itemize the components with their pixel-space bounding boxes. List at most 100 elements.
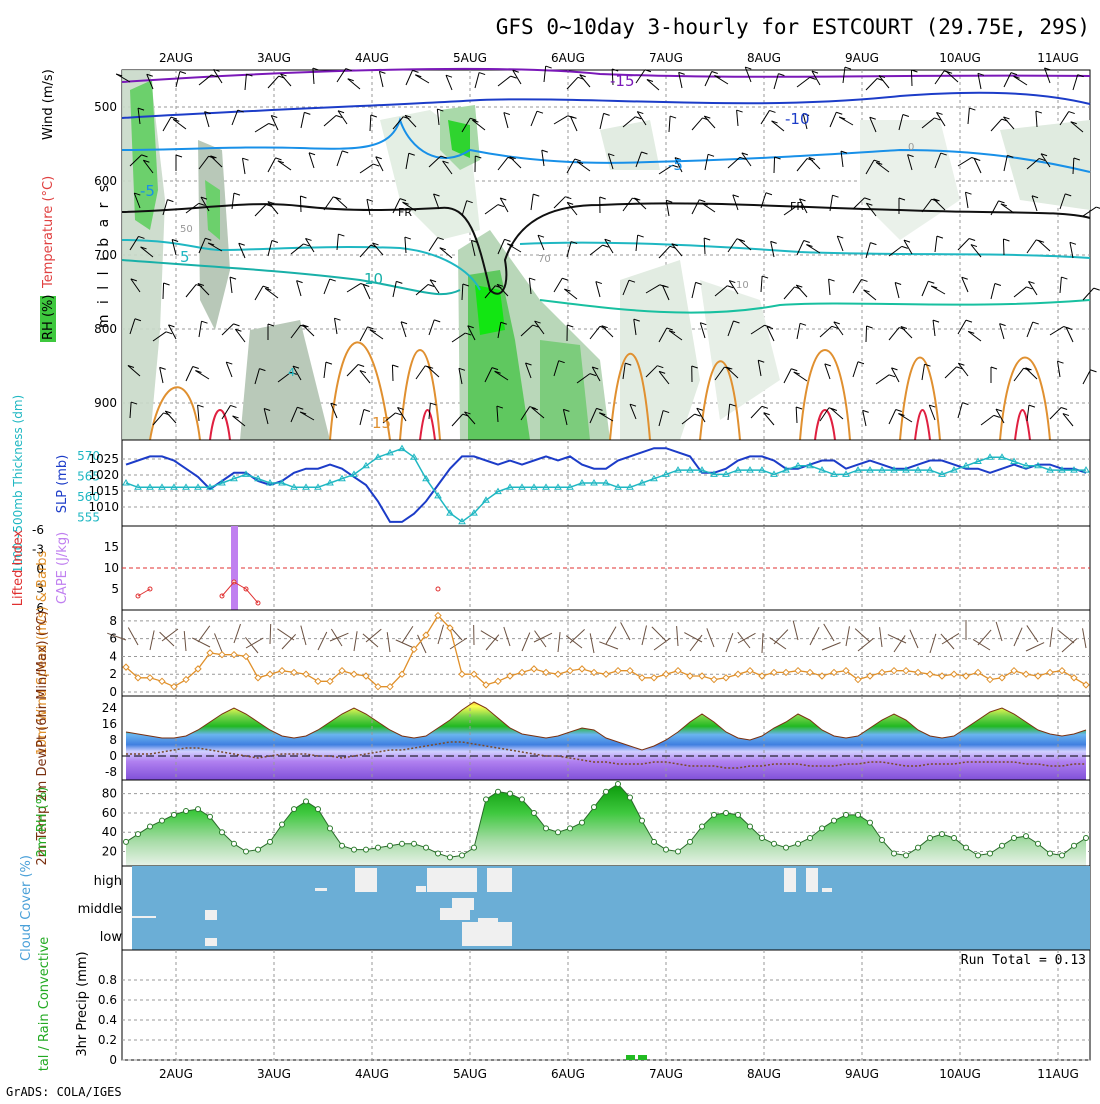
rh-marker bbox=[544, 826, 549, 831]
rh-marker bbox=[820, 826, 825, 831]
temp-y-tick: 24 bbox=[102, 701, 117, 715]
temp-y-tick: -8 bbox=[105, 765, 117, 779]
lifted-index-ylabel: Lifted Index bbox=[11, 529, 26, 606]
rh-marker bbox=[628, 795, 633, 800]
top-date-label: 11AUG bbox=[1037, 51, 1079, 65]
temp-y-tick: 0 bbox=[109, 749, 117, 763]
slp-y-tick: 1010 bbox=[88, 500, 119, 514]
top-date-label: 2AUG bbox=[159, 51, 193, 65]
bottom-date-label: 3AUG bbox=[257, 1067, 291, 1081]
rh-marker bbox=[388, 843, 393, 848]
rh-marker bbox=[496, 789, 501, 794]
top-date-label: 4AUG bbox=[355, 51, 389, 65]
rh-marker bbox=[736, 812, 741, 817]
rh-marker bbox=[700, 824, 705, 829]
rh-marker bbox=[880, 837, 885, 842]
rh-marker bbox=[184, 809, 189, 814]
rh-marker bbox=[772, 841, 777, 846]
ylabel-temperature: Temperature (°C) bbox=[41, 176, 56, 289]
rh-marker bbox=[148, 824, 153, 829]
cloud-background bbox=[132, 866, 1090, 950]
rh-marker bbox=[412, 841, 417, 846]
precip-y-tick: 0.2 bbox=[98, 1033, 117, 1047]
contour-label-minus5-left: -5 bbox=[140, 182, 155, 200]
top-date-label: 9AUG bbox=[845, 51, 879, 65]
cape-y-tick: 5 bbox=[111, 582, 119, 596]
upper-air-panel: -15 -10 -5 -5 FR FR 5 10 15 4 0 50 70 10… bbox=[40, 66, 1100, 440]
rh-marker bbox=[352, 847, 357, 852]
upper-air-y-tick: 900 bbox=[94, 396, 117, 410]
rh-marker bbox=[580, 820, 585, 825]
ylabel-wind: Wind (m/s) bbox=[41, 69, 56, 140]
contour-label-freezing-1: FR bbox=[398, 206, 412, 219]
rh-marker bbox=[796, 841, 801, 846]
rh-y-tick: 20 bbox=[102, 845, 117, 859]
rh-y-tick: 40 bbox=[102, 825, 117, 839]
rh-marker bbox=[844, 812, 849, 817]
rh-marker bbox=[760, 836, 765, 841]
rh-marker bbox=[1012, 836, 1017, 841]
cape-bar bbox=[231, 526, 238, 610]
rh-marker bbox=[1048, 851, 1053, 856]
rh-marker bbox=[712, 812, 717, 817]
bottom-date-label: 10AUG bbox=[939, 1067, 981, 1081]
rh-marker bbox=[136, 832, 141, 837]
rh-marker bbox=[1084, 836, 1089, 841]
wind-barb bbox=[300, 196, 301, 212]
rh-marker bbox=[892, 851, 897, 856]
wind-barb bbox=[911, 70, 912, 86]
top-date-label: 5AUG bbox=[453, 51, 487, 65]
rh-marker bbox=[868, 820, 873, 825]
upper-air-ylabel: RH (%) Temperature (°C) Wind (m/s) bbox=[40, 69, 56, 342]
rh-marker bbox=[904, 853, 909, 858]
rh-marker bbox=[952, 836, 957, 841]
precip-panel: 0.80.60.40.20 Run Total = 0.13 3hr Preci… bbox=[37, 937, 1090, 1072]
contour-label-freezing-2: FR bbox=[790, 200, 804, 213]
rh-marker bbox=[856, 812, 861, 817]
temp-y-tick: 8 bbox=[109, 733, 117, 747]
rh-marker bbox=[916, 845, 921, 850]
rh-marker bbox=[340, 843, 345, 848]
rh-ylabel: 2m RH (%) bbox=[35, 787, 50, 858]
wind-y-tick: 4 bbox=[109, 649, 117, 663]
ylabel-rh: RH (%) bbox=[41, 295, 56, 340]
contour-label-minus15: -15 bbox=[610, 72, 635, 90]
rh-marker bbox=[1000, 843, 1005, 848]
rh-marker bbox=[676, 849, 681, 854]
precip-y-tick: 0.6 bbox=[98, 993, 117, 1007]
slp-y-tick: 1025 bbox=[88, 452, 119, 466]
rh-marker bbox=[316, 807, 321, 812]
rh-marker bbox=[964, 845, 969, 850]
wind-barb-10m bbox=[270, 624, 271, 644]
rh-marker bbox=[424, 845, 429, 850]
rh-marker bbox=[256, 847, 261, 852]
rh-marker bbox=[280, 822, 285, 827]
rh-marker bbox=[832, 818, 837, 823]
cape-y-tick: 10 bbox=[104, 561, 119, 575]
rh-marker bbox=[508, 791, 513, 796]
wind-y-tick: 6 bbox=[109, 632, 117, 646]
top-date-label: 3AUG bbox=[257, 51, 291, 65]
rh-marker bbox=[268, 839, 273, 844]
bottom-date-label: 11AUG bbox=[1037, 1067, 1079, 1081]
bottom-date-label: 8AUG bbox=[747, 1067, 781, 1081]
precip-y-tick: 0.4 bbox=[98, 1013, 117, 1027]
credit-label: GrADS: COLA/IGES bbox=[6, 1085, 122, 1099]
upper-air-y-tick: 500 bbox=[94, 100, 117, 114]
rh-marker bbox=[808, 836, 813, 841]
rh-marker bbox=[196, 807, 201, 812]
contour-label-70: 70 bbox=[538, 254, 551, 265]
rh-marker bbox=[688, 839, 693, 844]
wind-y-tick: 2 bbox=[109, 667, 117, 681]
rh-marker bbox=[436, 851, 441, 856]
bottom-date-label: 2AUG bbox=[159, 1067, 193, 1081]
rh-marker bbox=[160, 818, 165, 823]
rh-marker bbox=[124, 839, 129, 844]
bottom-date-label: 9AUG bbox=[845, 1067, 879, 1081]
wind-barb bbox=[163, 283, 164, 299]
